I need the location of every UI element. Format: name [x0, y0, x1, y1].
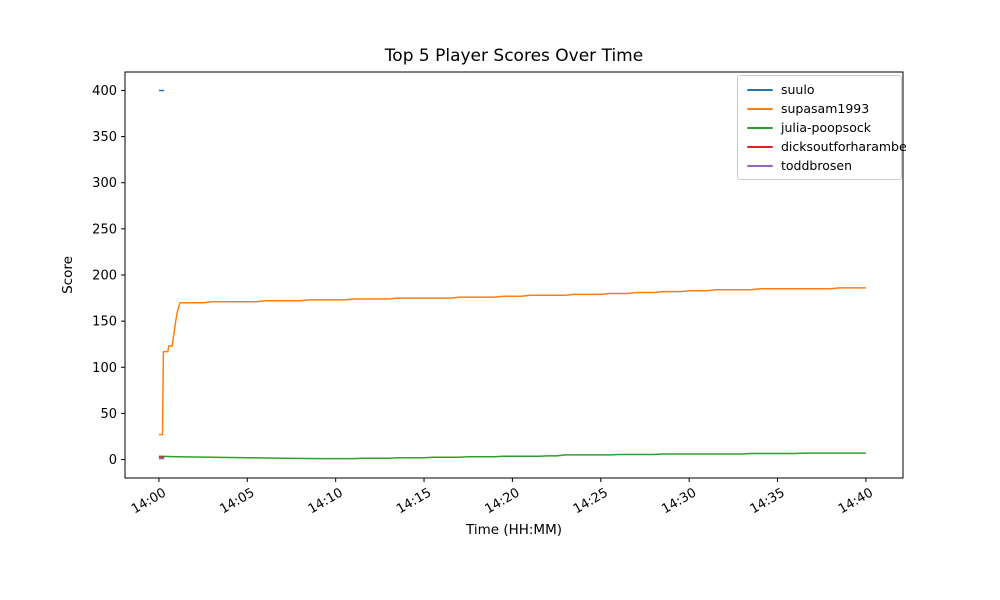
chart-title: Top 5 Player Scores Over Time	[384, 46, 644, 66]
legend-line-swatch	[747, 126, 773, 129]
y-tick-label: 300	[92, 176, 117, 191]
legend-item-toddbrosen: toddbrosen	[747, 158, 892, 173]
series-line-supasam1993	[158, 287, 866, 436]
legend-line-swatch	[747, 145, 773, 148]
legend-item-supasam1993: supasam1993	[747, 101, 892, 116]
y-tick-label: 150	[92, 315, 117, 330]
x-tick-label: 14:35	[748, 485, 788, 517]
x-tick-label: 14:30	[659, 485, 699, 517]
y-tick-label: 50	[100, 407, 117, 422]
legend-item-dicksoutforharambe: dicksoutforharambe	[747, 139, 907, 154]
x-tick-label: 14:05	[217, 485, 257, 517]
legend-label: dicksoutforharambe	[781, 139, 907, 154]
x-tick-label: 14:40	[836, 485, 876, 517]
y-tick-label: 350	[92, 130, 117, 145]
x-axis-label: Time (HH:MM)	[465, 522, 562, 538]
y-axis-label: Score	[60, 256, 76, 294]
x-tick-label: 14:15	[394, 485, 434, 517]
legend-line-swatch	[747, 107, 773, 110]
x-tick-label: 14:20	[482, 485, 522, 517]
series-line-julia-poopsock	[158, 452, 866, 460]
legend-item-suulo: suulo	[747, 82, 892, 97]
legend-item-julia-poopsock: julia-poopsock	[747, 120, 892, 135]
legend-label: supasam1993	[781, 101, 870, 116]
legend-label: suulo	[781, 82, 815, 97]
legend-label: julia-poopsock	[781, 120, 871, 135]
legend-line-swatch	[747, 164, 773, 167]
y-tick-label: 0	[109, 453, 117, 468]
y-tick-label: 100	[92, 361, 117, 376]
y-tick-label: 400	[92, 84, 117, 99]
x-tick-label: 14:10	[306, 485, 346, 517]
x-tick-label: 14:25	[571, 485, 611, 517]
legend-label: toddbrosen	[781, 158, 852, 173]
y-tick-label: 250	[92, 222, 117, 237]
legend-line-swatch	[747, 88, 773, 91]
legend: suulo supasam1993 julia-poopsock dicksoutfo…	[737, 75, 907, 180]
x-tick-label: 14:00	[129, 485, 169, 517]
y-tick-label: 200	[92, 269, 117, 284]
